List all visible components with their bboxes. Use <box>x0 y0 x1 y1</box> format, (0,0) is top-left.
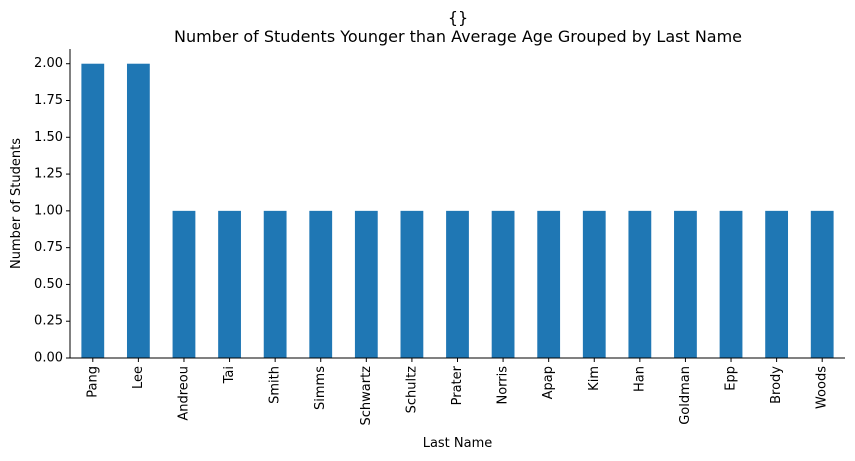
x-tick-label: Andreou <box>176 366 191 421</box>
bar-brody <box>765 210 789 358</box>
bar-han <box>628 210 652 358</box>
bar-smith <box>263 210 287 358</box>
x-tick-label: Epp <box>724 366 739 391</box>
x-tick-label: Lee <box>131 366 146 389</box>
y-axis-label: Number of Students <box>9 138 24 269</box>
x-tick-label: Smith <box>268 366 283 404</box>
y-axis-ticks: 0.00 0.25 0.50 0.75 1.00 1.25 1.50 1.75 2.00 <box>34 56 70 366</box>
chart-title-line1: {} <box>448 8 468 27</box>
bar-norris <box>491 210 515 358</box>
y-tick-label: 2.00 <box>34 56 63 71</box>
x-tick-label: Schwartz <box>359 366 374 426</box>
bar-tai <box>218 210 241 358</box>
y-tick-label: 1.25 <box>34 167 63 182</box>
x-tick-label: Schultz <box>404 366 419 414</box>
x-tick-label: Kim <box>587 366 602 391</box>
bar-pang <box>81 63 105 358</box>
chart-title: Number of Students Younger than Average … <box>174 27 742 46</box>
y-tick-label: 0.00 <box>34 351 63 366</box>
x-axis-ticks: Pang Lee Andreou Tai Smith Simms Schwartz Schul… <box>85 358 830 426</box>
bar-apap <box>537 210 561 358</box>
y-tick-label: 1.50 <box>34 130 63 145</box>
x-axis-label: Last Name <box>423 436 493 451</box>
bar-prater <box>446 210 469 358</box>
bar-woods <box>810 210 834 358</box>
bars-group <box>81 63 834 358</box>
bar-goldman <box>674 210 697 358</box>
y-tick-label: 0.50 <box>34 277 63 292</box>
x-tick-label: Simms <box>313 366 328 410</box>
bar-lee <box>126 63 150 358</box>
bar-kim <box>582 210 606 358</box>
bar-schultz <box>400 210 424 358</box>
x-tick-label: Brody <box>769 366 784 404</box>
y-tick-label: 0.25 <box>34 314 63 329</box>
y-tick-label: 1.00 <box>34 203 63 218</box>
y-tick-label: 1.75 <box>34 93 63 108</box>
x-tick-label: Apap <box>541 366 556 399</box>
x-tick-label: Han <box>632 366 647 392</box>
bar-schwartz <box>354 210 378 358</box>
bar-epp <box>719 210 743 358</box>
x-tick-label: Woods <box>815 366 830 409</box>
x-tick-label: Norris <box>496 366 511 405</box>
bar-andreou <box>172 210 196 358</box>
x-tick-label: Pang <box>85 366 100 398</box>
y-tick-label: 0.75 <box>34 240 63 255</box>
x-tick-label: Goldman <box>678 366 693 425</box>
x-tick-label: Prater <box>450 365 465 405</box>
x-tick-label: Tai <box>222 366 237 384</box>
bar-simms <box>309 210 333 358</box>
